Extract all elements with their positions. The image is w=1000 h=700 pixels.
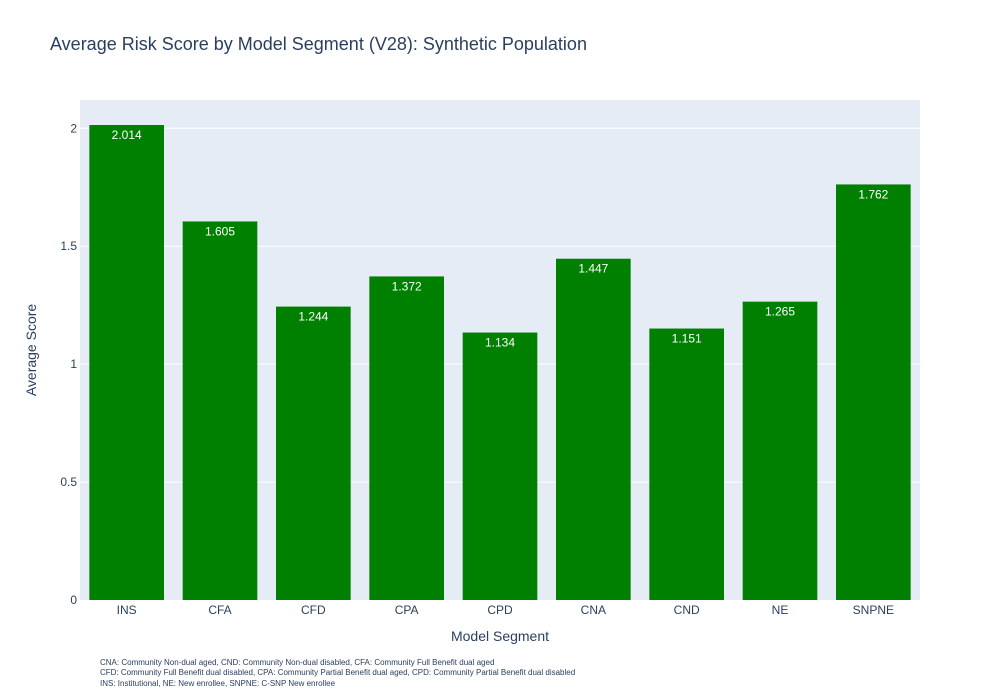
- bar-snpne: [836, 184, 911, 600]
- chart-title: Average Risk Score by Model Segment (V28…: [50, 34, 587, 54]
- x-tick-label: NE: [772, 603, 789, 617]
- y-axis-ticks: 0 0.5 1 1.5 2: [60, 121, 77, 607]
- bar-value-label: 2.014: [112, 128, 142, 142]
- bar-cpa: [369, 276, 444, 600]
- x-tick-label: CFD: [301, 603, 326, 617]
- bar-value-label: 1.372: [392, 279, 422, 293]
- x-tick-label: CFA: [208, 603, 231, 617]
- y-tick-label: 0.5: [60, 475, 77, 489]
- bar-value-label: 1.134: [485, 336, 515, 350]
- y-tick-label: 2: [70, 121, 77, 135]
- x-tick-label: CNA: [581, 603, 606, 617]
- x-axis-ticks: INS CFA CFD CPA CPD CNA CND NE SNPNE: [117, 603, 894, 617]
- footnote-line-2: CFD: Community Full Benefit dual disable…: [100, 668, 575, 677]
- y-tick-label: 1.5: [60, 239, 77, 253]
- y-axis-title: Average Score: [23, 304, 39, 397]
- x-tick-label: INS: [117, 603, 137, 617]
- bar-cfd: [276, 306, 351, 600]
- bar-cfa: [182, 221, 258, 600]
- x-tick-label: CND: [674, 603, 700, 617]
- bar-ne: [742, 301, 818, 600]
- x-tick-label: CPD: [487, 603, 513, 617]
- x-tick-label: CPA: [395, 603, 419, 617]
- footnote-line-3: INS: Institutional, NE: New enrollee, SN…: [100, 679, 336, 688]
- footnote-line-1: CNA: Community Non-dual aged, CND: Commu…: [100, 658, 494, 667]
- bar-value-label: 1.605: [205, 224, 235, 238]
- bar-cpd: [462, 332, 538, 600]
- bar-series: [89, 125, 911, 600]
- x-tick-label: SNPNE: [853, 603, 894, 617]
- bar-value-label: 1.244: [298, 310, 328, 324]
- bar-value-label: 1.265: [765, 305, 795, 319]
- y-tick-label: 0: [70, 593, 77, 607]
- bar-cnd: [649, 328, 724, 600]
- bar-value-label: 1.762: [858, 187, 888, 201]
- x-axis-title: Model Segment: [451, 628, 549, 644]
- bar-cna: [556, 258, 631, 600]
- bar-data-labels: 2.014 1.605 1.244 1.372 1.134 1.447 1.151 1.265…: [112, 128, 889, 350]
- bar-value-label: 1.151: [672, 332, 702, 346]
- bar-ins: [89, 125, 164, 600]
- bar-value-label: 1.447: [578, 262, 608, 276]
- y-tick-label: 1: [70, 357, 77, 371]
